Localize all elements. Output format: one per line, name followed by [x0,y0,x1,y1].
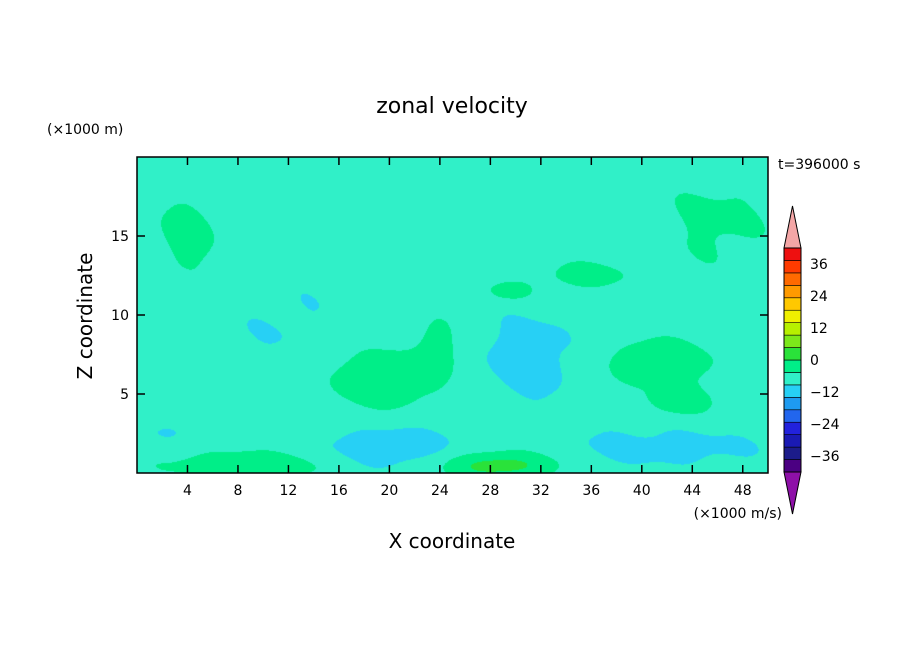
colorbar-swatch [783,272,802,286]
colorbar-swatch [783,409,802,423]
colorbar-tick-label: −24 [810,417,840,433]
y-tick-label: 15 [111,229,129,245]
colorbar-swatch [783,285,802,299]
x-axis-label: X coordinate [389,529,516,553]
y-tick-label: 10 [111,308,129,324]
x-tick-label: 4 [183,483,192,499]
time-label: t=396000 s [778,157,860,173]
colorbar: 36 24 12 0 −12 −24 −36 [783,205,840,515]
x-tick-label: 16 [330,483,348,499]
colorbar-tick-label: 0 [810,353,819,369]
x-tick-label: 48 [734,483,752,499]
x-tick-label: 8 [233,483,242,499]
colorbar-swatch [783,297,802,311]
y-axis-ticks: 5 10 15 [111,229,768,403]
y-axis-label: Z coordinate [73,253,97,380]
x-unit-label: (×1000 m/s) [694,506,782,522]
x-tick-label: 24 [431,483,449,499]
colorbar-tick-label: −36 [810,449,840,465]
x-tick-label: 40 [633,483,651,499]
x-tick-label: 12 [280,483,298,499]
chart-title: zonal velocity [376,94,528,119]
colorbar-over-triangle [783,205,802,249]
colorbar-swatch [783,247,802,261]
x-tick-label: 44 [683,483,701,499]
colorbar-tick-label: 24 [810,289,828,305]
x-tick-label: 36 [582,483,600,499]
colorbar-frame [783,247,802,473]
colorbar-under-triangle [783,471,802,515]
colorbar-swatch [783,334,802,348]
x-tick-label: 28 [481,483,499,499]
x-axis-ticks: 4 8 12 16 20 24 28 32 36 40 44 48 [183,157,752,499]
colorbar-swatch [783,372,802,386]
colorbar-swatch [783,347,802,361]
x-tick-label: 32 [532,483,550,499]
colorbar-tick-label: 12 [810,321,828,337]
colorbar-swatch [783,309,802,323]
colorbar-swatch [783,421,802,435]
y-unit-label: (×1000 m) [47,122,123,138]
colorbar-tick-label: −12 [810,385,840,401]
x-tick-label: 20 [380,483,398,499]
colorbar-swatch [783,446,802,460]
y-tick-label: 5 [120,387,129,403]
colorbar-tick-label: 36 [810,257,828,273]
colorbar-swatch [783,459,802,473]
colorbar-swatch [783,260,802,274]
velocity-field [137,157,768,473]
colorbar-swatch [783,397,802,411]
colorbar-swatch [783,434,802,448]
colorbar-swatch [783,384,802,398]
colorbar-swatch [783,359,802,373]
colorbar-swatch [783,322,802,336]
